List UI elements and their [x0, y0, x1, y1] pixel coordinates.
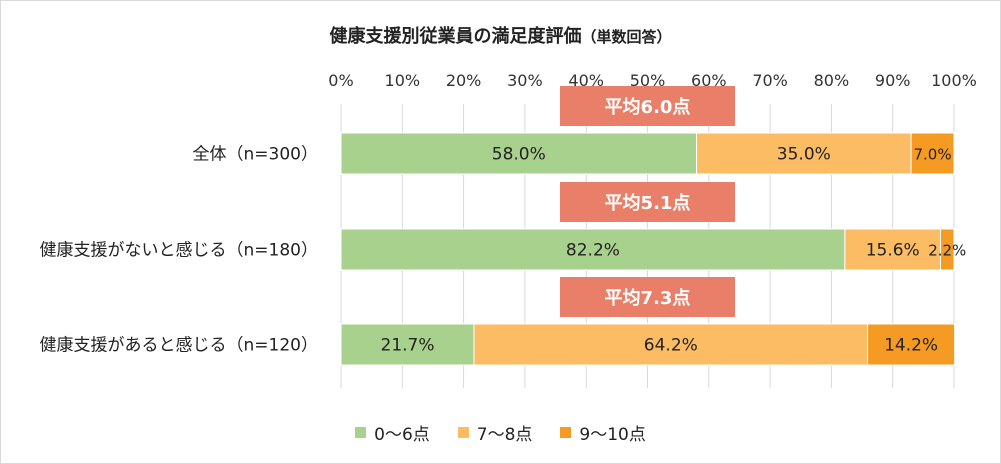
legend-item-9-10: 9～10点 — [560, 420, 646, 445]
average-label: 平均5.1点 — [605, 192, 691, 214]
legend-swatch-9-10 — [560, 427, 572, 438]
legend-item-0-6: 0～6点 — [355, 420, 430, 445]
category-label: 健康支援があると感じる（n=120） — [40, 336, 318, 356]
category-label: 全体（n=300） — [193, 145, 318, 165]
x-tick-label: 70% — [752, 71, 788, 90]
x-tick-label: 40% — [568, 71, 604, 90]
bar-data-label: 2.2% — [928, 242, 966, 260]
bar-segment — [910, 132, 955, 175]
x-tick-label: 50% — [630, 71, 666, 90]
bar-segment — [340, 228, 846, 271]
bar-segment — [867, 323, 956, 366]
chart-title-text: 健康支援別従業員の満足度評価 — [329, 26, 582, 47]
average-box — [560, 182, 735, 222]
average-box — [560, 277, 735, 317]
bar-data-label: 35.0% — [777, 145, 831, 165]
bar-data-label: 21.7% — [381, 336, 435, 356]
legend-item-7-8: 7～8点 — [457, 420, 533, 445]
category-label: 健康支援がないと感じる（n=180） — [40, 241, 318, 261]
bar-data-label: 82.2% — [566, 241, 620, 261]
average-box — [560, 86, 735, 126]
bar-data-label: 14.2% — [884, 336, 938, 356]
bar-data-label: 58.0% — [492, 145, 546, 165]
x-tick-label: 20% — [446, 71, 482, 90]
bar-segment — [940, 228, 955, 271]
bar-data-label: 7.0% — [913, 146, 951, 164]
x-tick-label: 60% — [691, 71, 727, 90]
legend-label-9-10: 9～10点 — [579, 425, 646, 445]
x-tick-label: 100% — [931, 71, 977, 90]
x-tick-label: 80% — [814, 71, 850, 90]
x-tick-label: 30% — [507, 71, 543, 90]
bar-segment — [340, 323, 475, 366]
legend-swatch-0-6 — [355, 427, 367, 438]
bar-segment — [696, 132, 912, 175]
bar-segment — [844, 228, 942, 271]
legend-label-0-6: 0～6点 — [374, 425, 430, 445]
bar-data-label: 64.2% — [644, 336, 698, 356]
chart-title: 健康支援別従業員の満足度評価（単数回答） — [0, 22, 1001, 48]
average-label: 平均7.3点 — [605, 287, 691, 309]
chart-subtitle: （単数回答） — [581, 28, 672, 46]
bar-segment — [340, 132, 698, 175]
x-tick-label: 10% — [385, 71, 421, 90]
x-tick-label: 90% — [875, 71, 911, 90]
legend-label-7-8: 7～8点 — [476, 425, 533, 445]
bar-data-label: 15.6% — [866, 241, 920, 261]
x-tick-label: 0% — [328, 71, 353, 90]
average-label: 平均6.0点 — [605, 96, 691, 118]
legend: 0～6点 7～8点 9～10点 — [0, 420, 1001, 445]
legend-swatch-7-8 — [457, 427, 469, 438]
